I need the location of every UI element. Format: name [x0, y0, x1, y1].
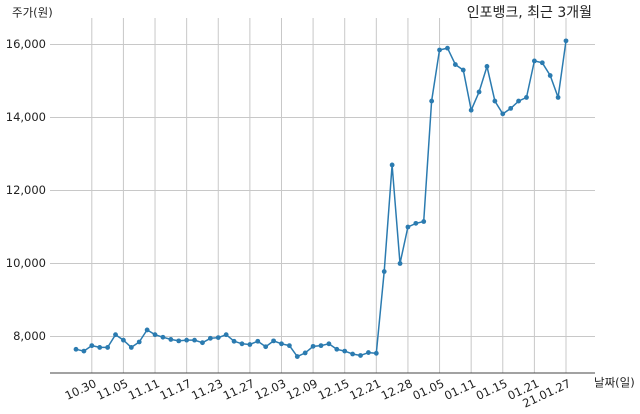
data-point [105, 345, 111, 350]
data-point [271, 338, 276, 344]
data-point [484, 64, 490, 69]
x-tick-label: 11.27 [221, 376, 257, 403]
data-point [413, 220, 419, 226]
data-point [539, 60, 545, 66]
x-tick-label: 01.15 [474, 376, 510, 403]
data-point [279, 341, 284, 347]
x-axis-label: 날짜(일) [594, 376, 635, 390]
data-point [184, 337, 190, 343]
data-point [389, 162, 395, 168]
data-point [200, 340, 205, 346]
y-tick-label: 12,000 [6, 183, 46, 197]
data-point [397, 261, 403, 266]
data-point [350, 351, 356, 357]
data-point [563, 38, 569, 44]
data-point [421, 219, 427, 224]
x-tick-label: 11.11 [126, 376, 162, 403]
data-point [223, 332, 229, 338]
data-point [437, 47, 442, 53]
data-point [460, 67, 466, 73]
data-point [176, 338, 182, 344]
data-point [160, 334, 166, 340]
data-point [492, 98, 498, 104]
data-point [128, 345, 134, 350]
data-point [500, 111, 506, 117]
data-point [73, 346, 79, 352]
data-point [215, 335, 221, 340]
data-point [358, 353, 363, 358]
data-point [152, 332, 158, 338]
data-point [247, 342, 253, 347]
y-tick-label: 14,000 [6, 110, 46, 124]
data-point [508, 105, 514, 111]
data-point [255, 338, 261, 344]
x-tick-label: 10.30 [63, 376, 99, 403]
data-point [547, 73, 553, 78]
y-tick-label: 16,000 [6, 37, 46, 51]
x-tick-label: 11.17 [158, 376, 194, 403]
x-tick-label: 12.15 [316, 376, 352, 403]
chart-title: 인포뱅크, 최근 3개월 [467, 5, 592, 21]
data-point [429, 98, 435, 104]
data-point [207, 335, 213, 341]
data-point [231, 338, 237, 344]
data-point [366, 350, 371, 355]
data-point [263, 344, 269, 350]
data-point [97, 345, 103, 350]
data-point [113, 332, 118, 338]
data-point [476, 89, 482, 95]
data-point [531, 58, 537, 64]
data-point [121, 337, 126, 343]
x-tick-label: 12.21 [347, 376, 383, 403]
data-point [318, 343, 324, 349]
data-point [286, 343, 292, 349]
data-point [524, 95, 529, 100]
series-line [75, 40, 567, 358]
x-tick-label: 01.11 [442, 376, 478, 403]
data-point [445, 45, 450, 51]
data-point [294, 354, 300, 359]
data-point [144, 327, 150, 333]
data-point [342, 348, 348, 354]
data-point [468, 107, 474, 113]
data-point [239, 341, 245, 347]
data-point [310, 343, 316, 349]
data-point [405, 224, 411, 230]
data-point [89, 343, 95, 349]
y-tick-label: 8,000 [13, 329, 46, 343]
data-point [81, 348, 87, 354]
data-point [381, 269, 387, 274]
data-point [326, 341, 332, 347]
data-point [168, 337, 174, 342]
x-tick-label: 12.03 [252, 376, 288, 403]
x-tick-label: 01.05 [411, 376, 447, 403]
data-point [516, 98, 521, 104]
data-point [334, 346, 340, 352]
x-tick-label: 12.09 [284, 376, 320, 403]
x-tick-label: 11.05 [94, 376, 130, 403]
x-tick-label: 11.23 [189, 376, 225, 403]
data-point [192, 337, 197, 343]
data-point [136, 339, 142, 345]
data-point [452, 62, 458, 67]
data-point [373, 350, 379, 356]
data-point [302, 350, 308, 356]
x-tick-label: 12.28 [379, 376, 415, 403]
y-tick-label: 10,000 [6, 256, 46, 270]
y-axis-label: 주가(원) [12, 6, 53, 20]
data-point [555, 95, 561, 100]
